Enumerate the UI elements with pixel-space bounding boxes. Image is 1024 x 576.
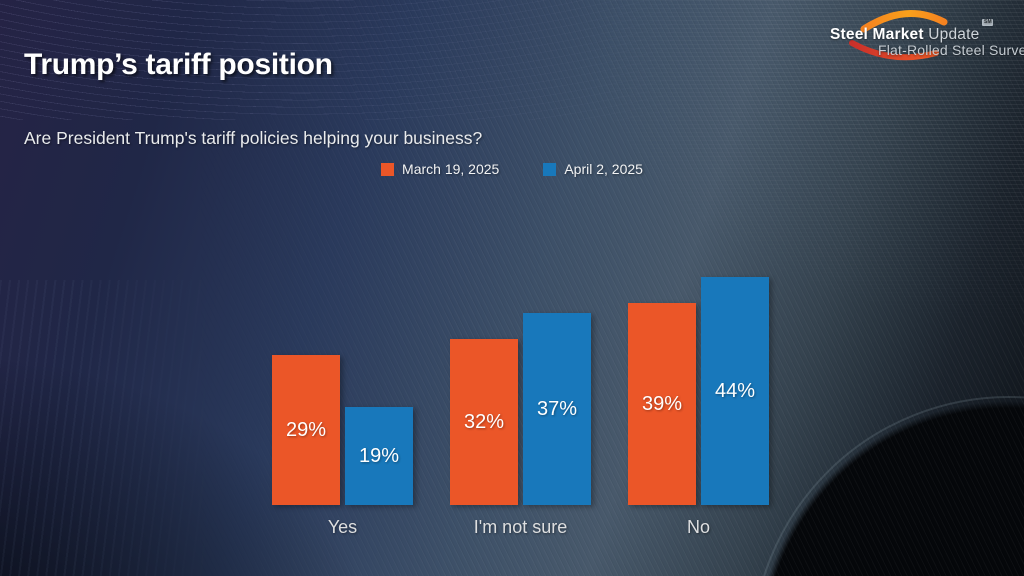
legend-item: March 19, 2025 <box>381 161 499 177</box>
logo-brand-bold: Steel Market <box>830 26 924 43</box>
coil-eye-ring <box>751 396 1024 576</box>
legend: March 19, 2025 April 2, 2025 <box>0 161 1024 177</box>
slide-title: Trump’s tariff position <box>24 48 333 81</box>
bar: 29% <box>272 355 340 505</box>
legend-label: March 19, 2025 <box>402 161 500 177</box>
category-label: I'm not sure <box>473 517 568 537</box>
bar: 37% <box>523 313 591 505</box>
bar-value-label: 39% <box>641 392 683 415</box>
bar-value-label: 32% <box>463 410 505 433</box>
bar-group: 39% 44% No <box>628 277 769 538</box>
bar: 44% <box>701 277 769 505</box>
coil-rib-texture <box>0 280 240 576</box>
bar-value-label: 37% <box>536 397 578 420</box>
bar: 32% <box>450 339 518 505</box>
category-label: No <box>686 517 710 537</box>
logo-brand-line: Steel Market UpdateSM <box>830 19 994 44</box>
service-mark: SM <box>982 19 994 26</box>
bar-value-label: 29% <box>285 418 327 441</box>
bar: 19% <box>345 407 413 505</box>
bar-group: 29% 19% Yes <box>272 355 413 538</box>
bar: 39% <box>628 303 696 505</box>
legend-swatch-icon <box>543 162 557 176</box>
legend-item: April 2, 2025 <box>543 161 643 177</box>
bar-value-label: 44% <box>714 379 756 402</box>
category-label: Yes <box>327 517 358 537</box>
bar-group: 32% 37% I'm not sure <box>450 313 591 538</box>
legend-label: April 2, 2025 <box>564 161 643 177</box>
logo-brand-light: Update <box>923 26 980 43</box>
bar-value-label: 19% <box>358 444 400 467</box>
logo-swoosh-icon <box>849 10 948 61</box>
logo-subtitle: Flat-Rolled Steel Survey <box>878 42 1024 58</box>
smu-logo: Steel Market UpdateSM Flat-Rolled Steel … <box>826 10 1024 61</box>
bar-groups: 29% 19% Yes 32% 37% I'm not sure 39% 44% No <box>272 277 769 538</box>
legend-swatch-icon <box>381 162 395 176</box>
survey-question: Are President Trump's tariff policies he… <box>24 128 483 148</box>
